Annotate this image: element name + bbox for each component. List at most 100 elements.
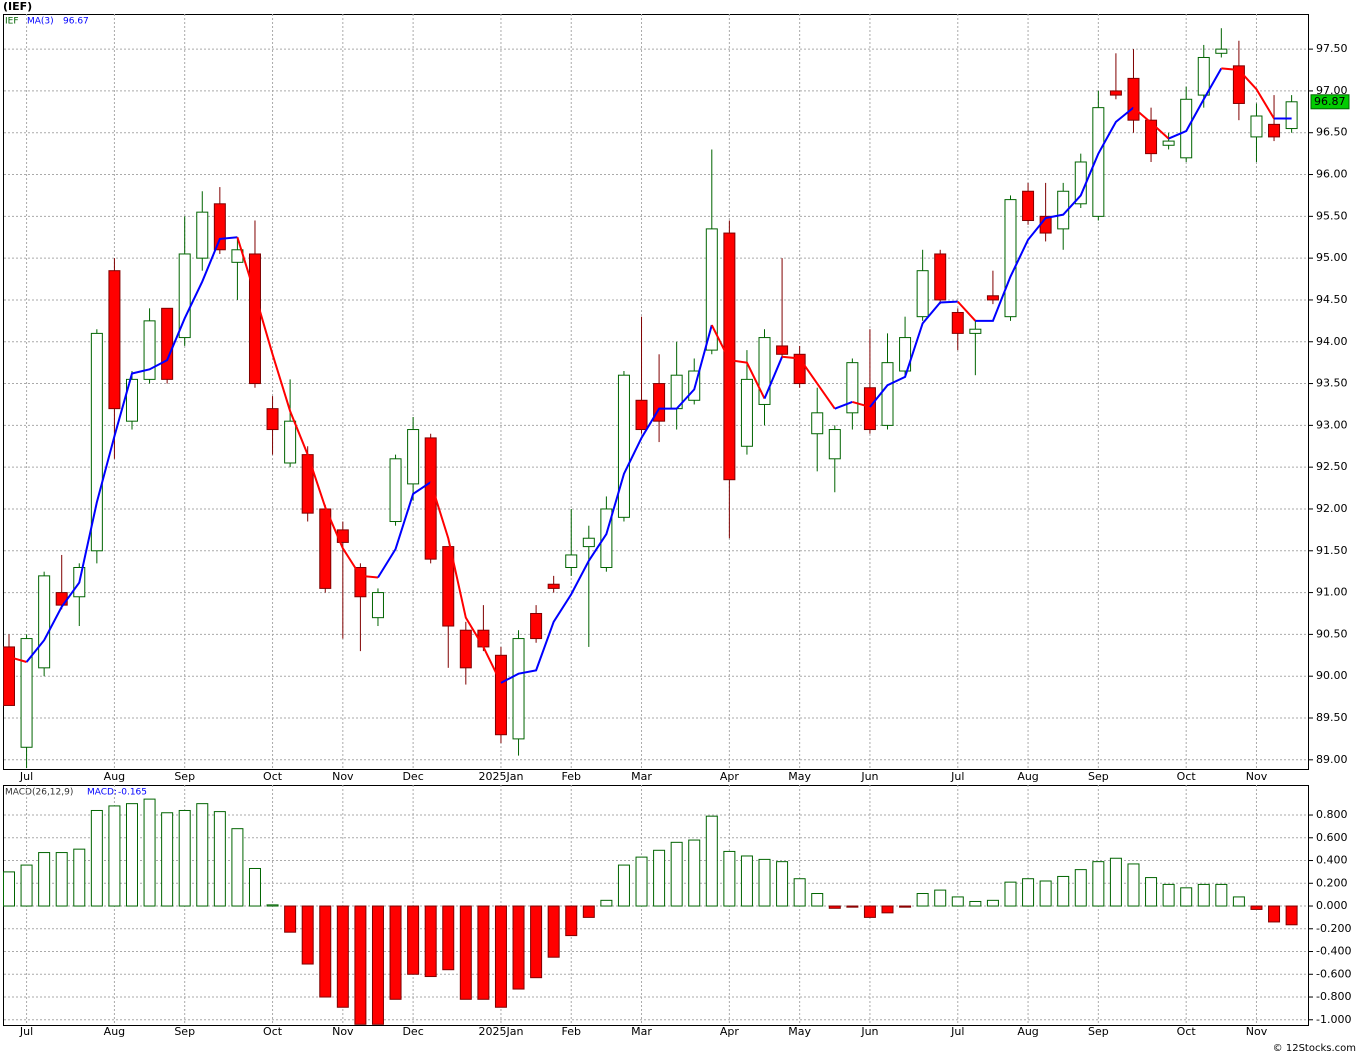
candle-body: [793, 353, 806, 385]
macd-bar: [881, 905, 894, 914]
candle-body: [705, 228, 718, 351]
macd-bar: [1250, 905, 1263, 910]
macd-bar: [1127, 863, 1140, 907]
x-tick-label: Jun: [860, 770, 878, 783]
macd-bar: [231, 828, 244, 907]
y-tick-label: 92.50: [1316, 460, 1348, 473]
macd-bar: [600, 899, 613, 907]
last-price-box: [1310, 94, 1350, 110]
y-tick-label: -0.400: [1316, 945, 1351, 958]
macd-bar: [248, 867, 261, 907]
y-tick-label: 96.50: [1316, 126, 1348, 139]
x-tick-label: Oct: [263, 1025, 283, 1038]
x-tick-label: Dec: [402, 770, 423, 783]
y-tick-label: -0.600: [1316, 967, 1351, 980]
last-price-label: 96.87: [1314, 95, 1346, 108]
candle-body: [90, 332, 103, 552]
macd-bar: [969, 900, 982, 907]
x-tick-label: Apr: [720, 770, 740, 783]
legend-macd-value: -0.165: [118, 788, 147, 798]
legend-ma-value: 96.67: [63, 17, 89, 27]
ma-line: [236, 236, 379, 579]
x-tick-label: Oct: [263, 770, 283, 783]
ma-line: [377, 481, 432, 579]
candle-body: [319, 508, 332, 589]
macd-bar: [38, 852, 51, 907]
macd-bar: [90, 809, 103, 907]
macd-bar: [1039, 880, 1052, 907]
candle-body: [354, 566, 367, 598]
x-tick-label: Aug: [104, 1025, 125, 1038]
candle-body: [863, 387, 876, 431]
y-tick-label: 97.00: [1316, 84, 1348, 97]
x-tick-label: Jul: [19, 1025, 33, 1038]
macd-bar: [1162, 883, 1175, 907]
candle-body: [1215, 48, 1228, 54]
legend-macd: MACD(26,12,9): [5, 788, 73, 798]
macd-bar: [442, 905, 455, 971]
x-tick-label: Sep: [174, 770, 195, 783]
ma-line: [957, 300, 977, 322]
y-tick-label: 94.50: [1316, 293, 1348, 306]
macd-bar: [424, 905, 437, 978]
macd-bar: [125, 803, 138, 907]
y-tick-label: 94.00: [1316, 335, 1348, 348]
candle-body: [846, 362, 859, 414]
candle-body: [1145, 119, 1158, 155]
candle-body: [530, 612, 543, 640]
ma-line: [429, 481, 502, 684]
ma-line: [781, 355, 836, 410]
macd-bar: [213, 811, 226, 907]
x-tick-label: Jul: [19, 770, 33, 783]
macd-bar: [547, 905, 560, 958]
candle-body: [178, 253, 191, 339]
macd-bar: [1004, 881, 1017, 907]
candle-body: [1250, 115, 1263, 138]
candle-body: [916, 270, 929, 318]
x-tick-label: Apr: [720, 1025, 740, 1038]
candle-body: [617, 374, 630, 518]
x-tick-label: 2025Jan: [478, 770, 523, 783]
candle-body: [1285, 101, 1298, 130]
macd-bar: [354, 905, 367, 1025]
candle-body: [1232, 65, 1245, 104]
y-tick-label: 92.00: [1316, 502, 1348, 515]
candle-body: [758, 337, 771, 405]
candle-body: [1109, 90, 1122, 96]
candle-body: [196, 211, 209, 259]
macd-bar: [477, 905, 490, 1000]
candle-body: [811, 412, 824, 435]
legend-macd-label: MACD:: [87, 788, 117, 798]
macd-bar: [951, 896, 964, 907]
candle-body: [494, 654, 507, 736]
y-tick-label: 91.00: [1316, 586, 1348, 599]
macd-bar: [758, 858, 771, 907]
candle-body: [125, 378, 138, 422]
macd-bar: [301, 905, 314, 965]
x-tick-label: Feb: [561, 1025, 580, 1038]
candle-body: [424, 437, 437, 560]
y-tick-label: 0.600: [1316, 831, 1348, 844]
candle-body: [776, 345, 789, 355]
macd-bar: [512, 905, 525, 990]
macd-bar: [20, 864, 33, 907]
candle-body: [547, 583, 560, 589]
macd-bar: [55, 852, 68, 907]
candle-body: [3, 646, 15, 706]
x-tick-label: 2025Jan: [478, 1025, 523, 1038]
candle-body: [1092, 107, 1105, 217]
y-tick-label: 0.000: [1316, 899, 1348, 912]
x-tick-label: May: [788, 1025, 811, 1038]
macd-bar: [407, 905, 420, 975]
macd-bar: [1092, 861, 1105, 907]
ma-line: [869, 300, 958, 408]
y-tick-label: 89.50: [1316, 711, 1348, 724]
macd-bar: [1232, 896, 1245, 907]
macd-bar: [653, 849, 666, 907]
x-tick-label: Oct: [1177, 1025, 1197, 1038]
candle-body: [1197, 56, 1210, 96]
candle-body: [600, 508, 613, 568]
macd-bar: [389, 905, 402, 1000]
candle-body: [1127, 77, 1140, 121]
